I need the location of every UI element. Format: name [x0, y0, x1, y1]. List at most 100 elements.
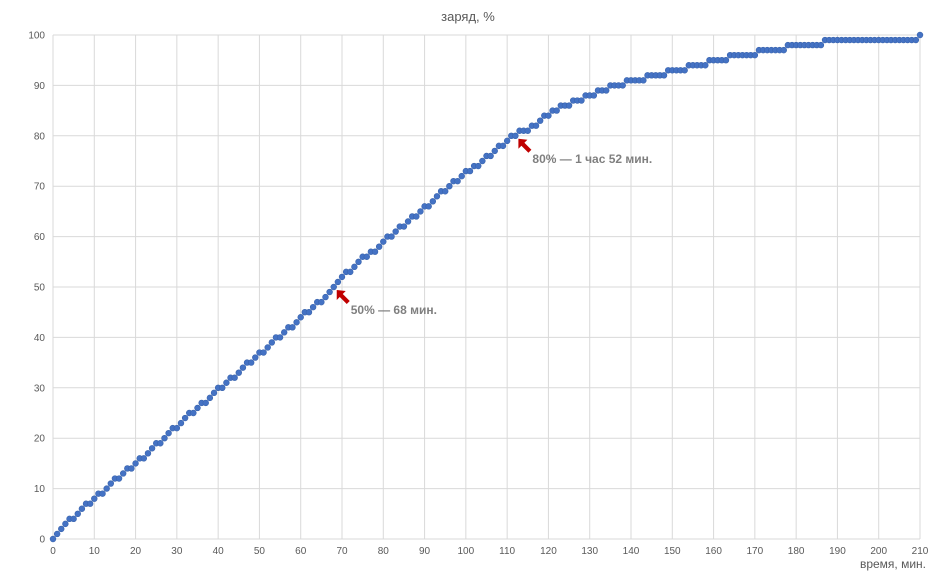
data-point	[268, 339, 276, 346]
data-point	[177, 419, 185, 427]
x-tick-label: 140	[623, 546, 640, 557]
x-tick-label: 20	[130, 546, 142, 557]
data-point	[479, 157, 486, 165]
data-point	[338, 273, 346, 281]
x-tick-label: 30	[171, 546, 183, 557]
data-point	[53, 530, 61, 538]
data-point	[239, 364, 247, 371]
data-point	[553, 107, 560, 114]
data-point	[334, 278, 342, 286]
data-point	[103, 485, 110, 492]
x-tick-label: 150	[664, 546, 681, 557]
x-tick-label: 180	[788, 546, 805, 557]
data-point	[58, 525, 65, 533]
y-tick-label: 50	[34, 283, 46, 294]
data-point	[351, 263, 358, 271]
y-tick-label: 70	[34, 182, 46, 193]
y-tick-label: 40	[34, 333, 46, 344]
data-point	[206, 394, 214, 402]
data-point	[78, 505, 86, 512]
data-point	[219, 384, 226, 391]
data-point	[466, 167, 474, 175]
data-point	[413, 213, 420, 220]
data-point	[99, 490, 106, 497]
data-point	[318, 298, 325, 306]
data-points	[49, 31, 924, 543]
data-point	[380, 238, 387, 245]
x-tick-label: 40	[213, 546, 225, 557]
data-point	[144, 450, 152, 457]
data-point	[429, 198, 437, 205]
data-point	[375, 243, 383, 250]
data-point	[532, 122, 540, 129]
data-point	[702, 62, 709, 69]
data-point	[347, 268, 354, 276]
x-tick-label: 200	[870, 546, 887, 557]
data-point	[161, 435, 168, 442]
data-point	[442, 188, 449, 195]
y-tick-label: 100	[28, 31, 45, 42]
y-tick-label: 20	[34, 434, 46, 445]
data-point	[235, 369, 242, 376]
data-point	[751, 51, 759, 59]
data-point	[524, 127, 531, 134]
data-point	[210, 389, 218, 397]
annotation-arrow	[518, 138, 532, 153]
data-point	[916, 31, 924, 39]
data-point	[115, 475, 123, 482]
data-point	[247, 359, 255, 366]
data-point	[140, 455, 148, 462]
x-tick-label: 60	[295, 546, 307, 557]
x-tick-label: 120	[540, 546, 557, 557]
data-point	[252, 354, 259, 361]
data-point	[417, 208, 424, 215]
data-point	[392, 228, 399, 235]
data-point	[363, 253, 370, 260]
data-point	[119, 470, 127, 477]
y-tick-label: 60	[34, 232, 46, 243]
data-point	[499, 142, 507, 150]
x-tick-label: 190	[829, 546, 846, 557]
data-point	[107, 480, 115, 487]
data-point	[660, 72, 668, 79]
data-point	[640, 77, 647, 84]
data-point	[371, 248, 379, 255]
data-point	[181, 414, 189, 422]
annotation-label: 80% — 1 час 52 мин.	[532, 152, 652, 166]
data-point	[536, 117, 544, 124]
x-axis-label: время, мин.	[860, 557, 926, 571]
data-point	[223, 379, 230, 386]
data-point	[446, 183, 453, 190]
annotation-arrow	[336, 290, 350, 304]
data-point	[681, 67, 688, 74]
annotation-label: 50% — 68 мин.	[351, 303, 437, 317]
x-tick-label: 0	[50, 546, 56, 557]
x-tick-label: 130	[581, 546, 598, 557]
data-point	[74, 510, 81, 517]
data-point	[458, 172, 465, 180]
data-point	[326, 288, 333, 296]
data-point	[578, 97, 585, 104]
data-point	[512, 132, 519, 140]
data-point	[780, 46, 787, 54]
y-tick-label: 80	[34, 131, 46, 142]
x-tick-label: 210	[912, 546, 929, 557]
data-point	[400, 223, 408, 230]
data-point	[388, 233, 395, 240]
y-tick-label: 10	[34, 484, 46, 495]
data-point	[49, 535, 57, 543]
data-point	[565, 102, 573, 109]
x-tick-label: 50	[254, 546, 266, 557]
x-tick-label: 110	[499, 546, 515, 557]
y-tick-label: 0	[39, 535, 45, 546]
data-point	[293, 319, 300, 326]
x-tick-label: 80	[378, 546, 390, 557]
x-tick-label: 100	[458, 546, 475, 557]
chart-title: заряд, %	[441, 9, 495, 24]
data-point	[91, 495, 98, 502]
data-point	[590, 92, 598, 99]
data-point	[912, 36, 920, 44]
data-point	[330, 283, 337, 291]
tick-labels: 0 10 20 30 40 50 60 70 80 90 100 0 10 20 30 40 50 60 70 80 9…	[28, 31, 928, 558]
